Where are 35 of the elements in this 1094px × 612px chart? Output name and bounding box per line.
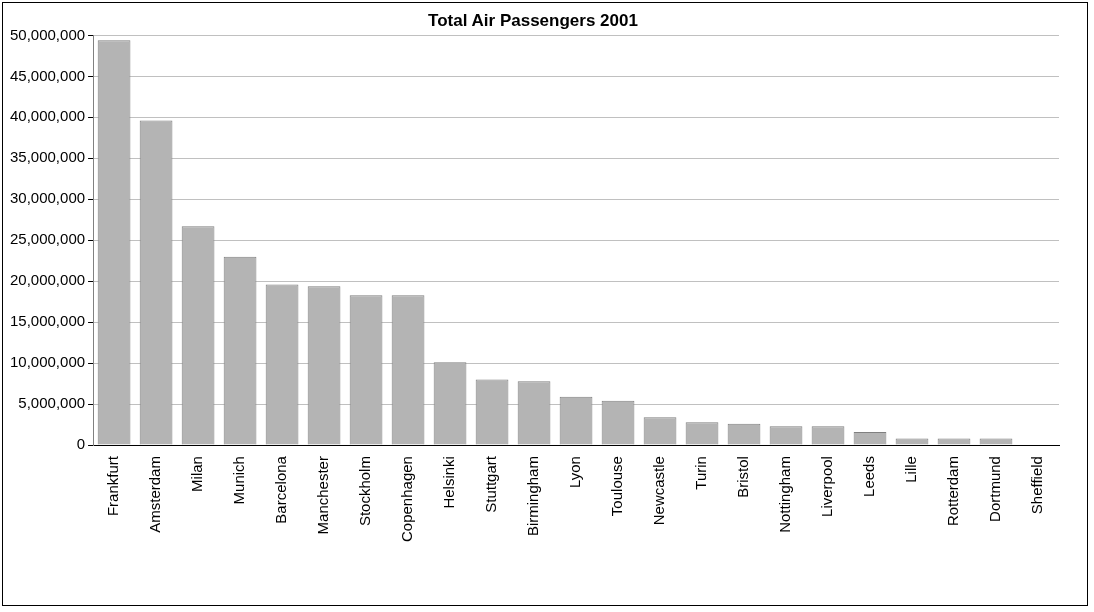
x-tick-label: Rotterdam <box>944 456 962 527</box>
y-tick-label: 35,000,000 <box>10 148 86 166</box>
y-tick-label: 30,000,000 <box>10 189 86 207</box>
x-tick-label: Amsterdam <box>146 456 164 533</box>
x-tick-label: Stockholm <box>356 456 374 527</box>
x-tick-label: Barcelona <box>272 455 290 524</box>
x-tick-label: Nottingham <box>776 456 794 533</box>
x-tick-label: Helsinki <box>440 456 458 509</box>
y-tick-label: 50,000,000 <box>10 25 86 43</box>
x-tick-label: Leeds <box>860 456 878 497</box>
y-tick-label: 25,000,000 <box>10 230 86 248</box>
x-tick-label: Copenhagen <box>398 456 416 543</box>
x-tick-label: Lille <box>902 456 920 483</box>
y-tick-label: 15,000,000 <box>10 312 86 330</box>
y-tick-label: 20,000,000 <box>10 271 86 289</box>
x-tick-label: Manchester <box>314 456 332 535</box>
x-tick-label: Munich <box>230 456 248 505</box>
x-tick-label: Frankfurt <box>104 455 122 517</box>
x-tick-label: Newcastle <box>650 456 668 526</box>
y-tick-label: 0 <box>76 435 86 453</box>
y-tick-label: 40,000,000 <box>10 107 86 125</box>
x-tick-label: Dortmund <box>986 456 1004 522</box>
x-tick-label: Lyon <box>566 456 584 489</box>
x-tick-label: Birmingham <box>524 456 542 537</box>
y-tick-label: 10,000,000 <box>10 353 86 371</box>
x-tick-label: Bristol <box>734 456 752 498</box>
chart-title: Total Air Passengers 2001 <box>428 10 638 30</box>
x-tick-label: Turin <box>692 456 710 490</box>
x-tick-label: Sheffield <box>1028 456 1046 515</box>
x-tick-label: Toulouse <box>608 456 626 517</box>
x-tick-label: Stuttgart <box>482 455 500 513</box>
y-tick-label: 5,000,000 <box>18 394 86 412</box>
x-tick-label: Milan <box>188 456 206 492</box>
y-tick-label: 45,000,000 <box>10 66 86 84</box>
x-tick-label: Liverpool <box>818 456 836 517</box>
